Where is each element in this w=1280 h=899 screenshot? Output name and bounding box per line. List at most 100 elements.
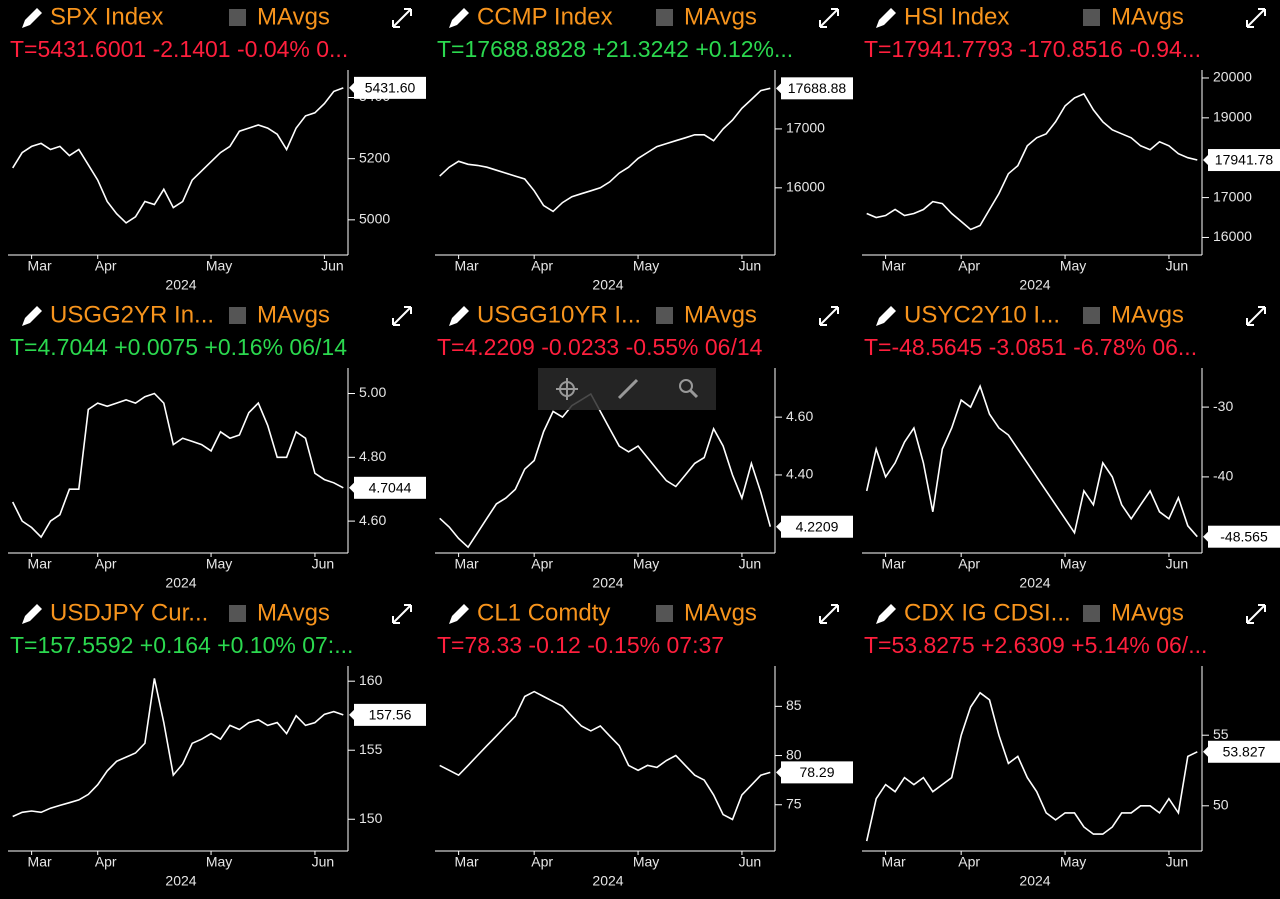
edit-icon[interactable] (876, 604, 896, 624)
x-tick-label: May (633, 556, 659, 572)
panels: SPX Index MAvgs T=5431.6001 -2.1401 -0.04%… (8, 3, 1280, 889)
quote-line: T=17941.7793 -170.8516 -0.94... (864, 36, 1201, 62)
quote-line: T=157.5592 +0.164 +0.10% 07:... (10, 632, 353, 658)
expand-button[interactable] (1246, 8, 1266, 28)
edit-icon[interactable] (22, 604, 42, 624)
quote-line: T=-48.5645 -3.0851 -6.78% 06... (864, 334, 1197, 360)
y-tick-label: -30 (1213, 398, 1233, 414)
expand-button[interactable] (1246, 604, 1266, 624)
y-tick-label: 17000 (786, 120, 825, 136)
expand-button[interactable] (819, 8, 839, 28)
y-tick-label: 19000 (1213, 109, 1252, 125)
edit-icon[interactable] (876, 306, 896, 326)
y-tick-label: 75 (786, 795, 802, 811)
x-tick-label: May (206, 258, 232, 274)
last-price-pointer (349, 81, 355, 94)
x-tick-label: Jun (1166, 258, 1189, 274)
legend-swatch[interactable] (1083, 605, 1100, 622)
edit-icon[interactable] (449, 306, 469, 326)
expand-icon (392, 604, 412, 624)
x-axis-label: 2024 (592, 277, 623, 293)
chart-toolbar (538, 368, 716, 410)
y-tick-label: 5.00 (359, 384, 386, 400)
crosshair-button[interactable] (556, 378, 578, 400)
security-title: SPX Index (50, 3, 163, 30)
last-price-label: 5431.60 (365, 80, 416, 96)
legend-swatch[interactable] (656, 605, 673, 622)
x-tick-label: Apr (95, 854, 117, 870)
expand-button[interactable] (819, 604, 839, 624)
security-title: USYC2Y10 I... (904, 301, 1060, 328)
quote-line: T=5431.6001 -2.1401 -0.04% 0... (10, 36, 348, 62)
edit-icon[interactable] (876, 8, 896, 28)
last-price-label: 17941.78 (1215, 152, 1274, 168)
expand-button[interactable] (819, 306, 839, 326)
last-price-pointer (1203, 154, 1209, 167)
legend-swatch[interactable] (656, 307, 673, 324)
x-tick-label: Jun (1166, 556, 1189, 572)
chart-panel: CL1 Comdty MAvgs T=78.33 -0.12 -0.15% 07:3… (435, 599, 853, 889)
x-tick-label: May (633, 854, 659, 870)
edit-icon[interactable] (22, 8, 42, 28)
x-tick-label: Jun (321, 258, 344, 274)
last-price-box (781, 761, 853, 784)
x-tick-label: Apr (958, 556, 980, 572)
chart-panel: CCMP Index MAvgs T=17688.8828 +21.3242 +0.… (435, 3, 853, 293)
expand-button[interactable] (1246, 306, 1266, 326)
legend-swatch[interactable] (656, 9, 673, 26)
draw-button[interactable] (617, 378, 639, 400)
last-price-label: 53.827 (1223, 743, 1266, 759)
x-tick-label: May (1060, 854, 1086, 870)
x-axis-label: 2024 (592, 873, 623, 889)
edit-icon[interactable] (449, 604, 469, 624)
price-line (865, 384, 1198, 538)
chart-panel: USDJPY Cur... MAvgs T=157.5592 +0.164 +0.1… (8, 599, 426, 889)
legend-label: MAvgs (1111, 599, 1184, 626)
x-tick-label: Jun (312, 556, 335, 572)
x-tick-label: Apr (531, 258, 553, 274)
chart-panel: USYC2Y10 I... MAvgs T=-48.5645 -3.0851 -6.… (862, 301, 1280, 591)
expand-button[interactable] (392, 604, 412, 624)
legend-swatch[interactable] (229, 9, 246, 26)
quote-line: T=53.8275 +2.6309 +5.14% 06/... (864, 632, 1207, 658)
legend-swatch[interactable] (229, 605, 246, 622)
edit-icon[interactable] (22, 306, 42, 326)
last-price-label: 4.7044 (369, 480, 412, 496)
x-axis-label: 2024 (592, 575, 623, 591)
legend-swatch[interactable] (229, 307, 246, 324)
y-tick-label: 50 (1213, 797, 1229, 813)
expand-button[interactable] (392, 8, 412, 28)
x-tick-label: Apr (531, 854, 553, 870)
legend-swatch[interactable] (1083, 9, 1100, 26)
x-tick-label: Apr (958, 258, 980, 274)
x-axis-label: 2024 (165, 873, 196, 889)
x-tick-label: May (1060, 556, 1086, 572)
quote-line: T=78.33 -0.12 -0.15% 07:37 (437, 632, 724, 658)
last-price-pointer (349, 481, 355, 494)
legend-swatch[interactable] (1083, 307, 1100, 324)
y-tick-label: 5200 (359, 149, 390, 165)
edit-icon[interactable] (449, 8, 469, 28)
expand-icon (819, 604, 839, 624)
y-tick-label: 80 (786, 746, 802, 762)
x-tick-label: Mar (28, 854, 52, 870)
expand-button[interactable] (392, 306, 412, 326)
last-price-label: 17688.88 (788, 80, 847, 96)
last-price-box (354, 703, 426, 726)
quote-line: T=17688.8828 +21.3242 +0.12%... (437, 36, 793, 62)
y-tick-label: 17000 (1213, 188, 1252, 204)
y-tick-label: 160 (359, 672, 383, 688)
x-axis-label: 2024 (1019, 873, 1050, 889)
legend-label: MAvgs (257, 301, 330, 328)
x-tick-label: Mar (28, 258, 52, 274)
expand-icon (392, 8, 412, 28)
y-tick-label: 20000 (1213, 69, 1252, 85)
x-axis-label: 2024 (165, 575, 196, 591)
price-line (439, 690, 771, 821)
legend-label: MAvgs (684, 301, 757, 328)
zoom-button[interactable] (679, 379, 699, 399)
x-tick-label: Apr (95, 556, 117, 572)
price-line (439, 87, 771, 213)
x-axis-label: 2024 (1019, 277, 1050, 293)
